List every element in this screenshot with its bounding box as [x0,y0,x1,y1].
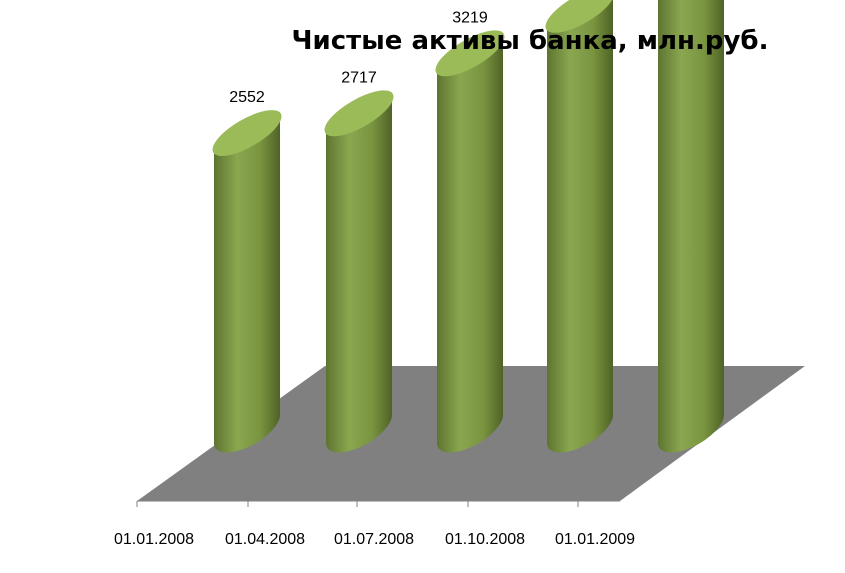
data-label: 2717 [341,69,377,86]
bar-top [212,110,282,156]
bar [547,0,614,453]
bar [214,118,281,453]
bar-top [545,0,615,33]
data-label: 3219 [452,9,488,26]
bar [437,38,504,453]
bar-top [435,30,505,77]
bar [658,0,725,453]
x-tick-label: 01.07.2008 [334,531,414,548]
x-tick-label: 01.04.2008 [225,531,305,548]
x-tick-label: 01.10.2008 [445,531,525,548]
bar-top [324,90,394,137]
chart-title: Чистые активы банка, млн.руб. [291,26,769,56]
data-label: 2552 [229,89,265,106]
bar [326,98,393,453]
x-tick-label: 01.01.2009 [555,531,635,548]
x-tick-label: 01.01.2008 [114,531,194,548]
